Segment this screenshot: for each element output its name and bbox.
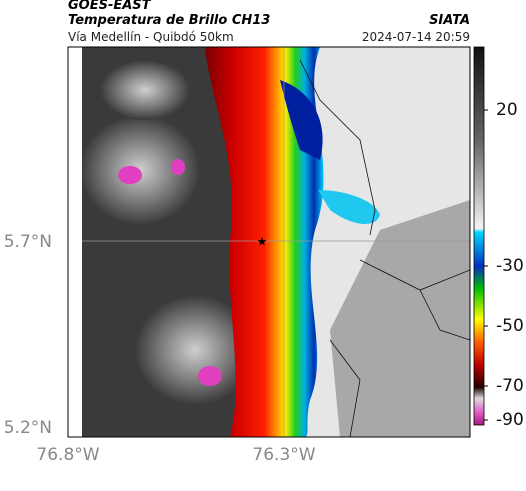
colorbar-label: -70 <box>496 376 524 396</box>
colorbar-label: -90 <box>496 410 524 430</box>
colorbar-label: 20 <box>496 100 518 120</box>
city-marker: ★ <box>257 235 268 249</box>
cold-core <box>198 366 222 386</box>
colorbar-label: -30 <box>496 256 524 276</box>
colorbar <box>473 46 485 426</box>
lat-label: 5.2°N <box>4 418 52 438</box>
cloud-top <box>135 295 255 405</box>
lat-label: 5.7°N <box>4 232 52 252</box>
border <box>299 59 470 437</box>
lon-label: 76.3°W <box>252 445 315 465</box>
cloud-top <box>100 60 190 120</box>
labels: 5.7°N 5.2°N 76.8°W 76.3°W 20 -30 -50 -70 -90 <box>4 100 524 465</box>
map-frame <box>67 46 471 438</box>
land-gray <box>330 200 470 437</box>
temperature-gradient <box>205 47 324 437</box>
datetime: 2024-07-14 20:59 <box>362 30 470 44</box>
location: Vía Medellín - Quibdó 50km <box>68 30 234 44</box>
product: Temperatura de Brillo CH13 <box>68 13 270 28</box>
colorbar-label: -50 <box>496 316 524 336</box>
satellite-image: ★ <box>82 47 470 437</box>
organization: SIATA <box>429 13 470 28</box>
cold-cell <box>318 190 380 225</box>
cold-cell <box>280 80 323 160</box>
lon-label: 76.8°W <box>36 445 99 465</box>
source: GOES-EAST <box>68 0 152 13</box>
cold-core <box>118 166 142 184</box>
cloud-top <box>82 115 200 225</box>
cold-core <box>171 159 185 175</box>
